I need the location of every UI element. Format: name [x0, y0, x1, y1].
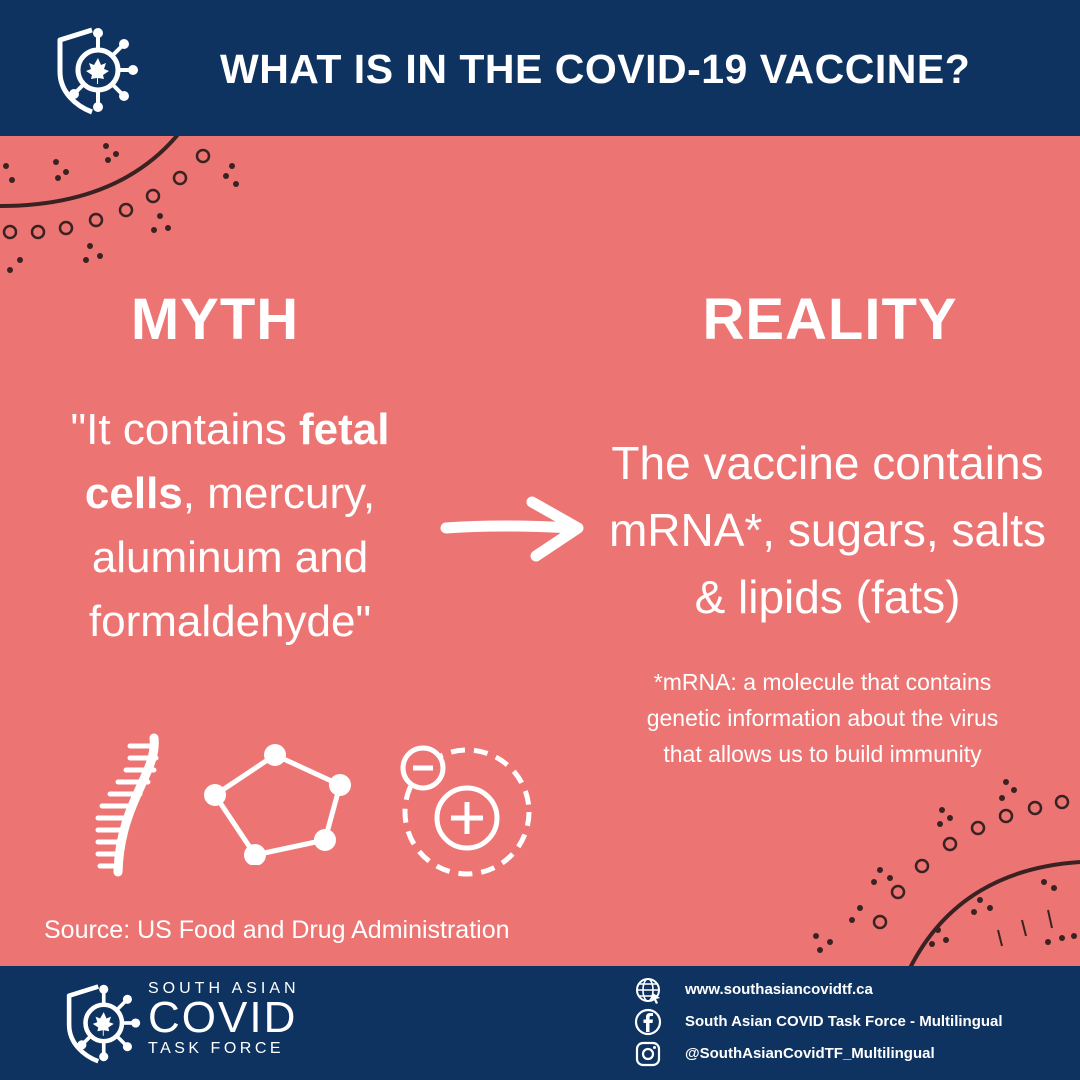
- header-bar: WHAT IS IN THE COVID-19 VACCINE?: [0, 0, 1080, 136]
- virus-decoration-bottom-right-icon: [813, 779, 1080, 968]
- page-title: WHAT IS IN THE COVID-19 VACCINE?: [220, 46, 971, 92]
- organization-name: SOUTH ASIAN COVID TASK FORCE: [148, 980, 300, 1057]
- reality-heading: REALITY: [702, 287, 958, 352]
- facebook-link[interactable]: South Asian COVID Task Force - Multiling…: [634, 1006, 1074, 1038]
- myth-statement: "It contains fetal cells, mercury, alumi…: [70, 405, 390, 646]
- virus-shield-logo-icon: [57, 27, 138, 115]
- instagram-link[interactable]: @SouthAsianCovidTF_Multilingual: [634, 1038, 1074, 1070]
- website-link[interactable]: www.southasiancovidtf.ca: [634, 974, 1074, 1006]
- reality-statement: The vaccine contains mRNA*, sugars, salt…: [608, 437, 1047, 623]
- molecule-icon: [204, 744, 351, 865]
- instagram-icon: [635, 1041, 661, 1067]
- source-citation: Source: US Food and Drug Administration: [44, 916, 510, 944]
- ion-charge-icon: [400, 745, 532, 877]
- myth-heading: MYTH: [130, 287, 300, 352]
- globe-icon: [636, 978, 660, 1004]
- footer-bar: SOUTH ASIAN COVID TASK FORCE www.southas…: [0, 966, 1080, 1080]
- task-force-logo-icon: [66, 984, 141, 1064]
- mrna-footnote: *mRNA: a molecule that contains genetic …: [646, 669, 999, 767]
- arrow-right-icon: [440, 496, 584, 562]
- facebook-icon: [634, 1008, 662, 1036]
- virus-decoration-top-left-icon: [0, 136, 239, 273]
- dna-strand-icon: [95, 733, 159, 877]
